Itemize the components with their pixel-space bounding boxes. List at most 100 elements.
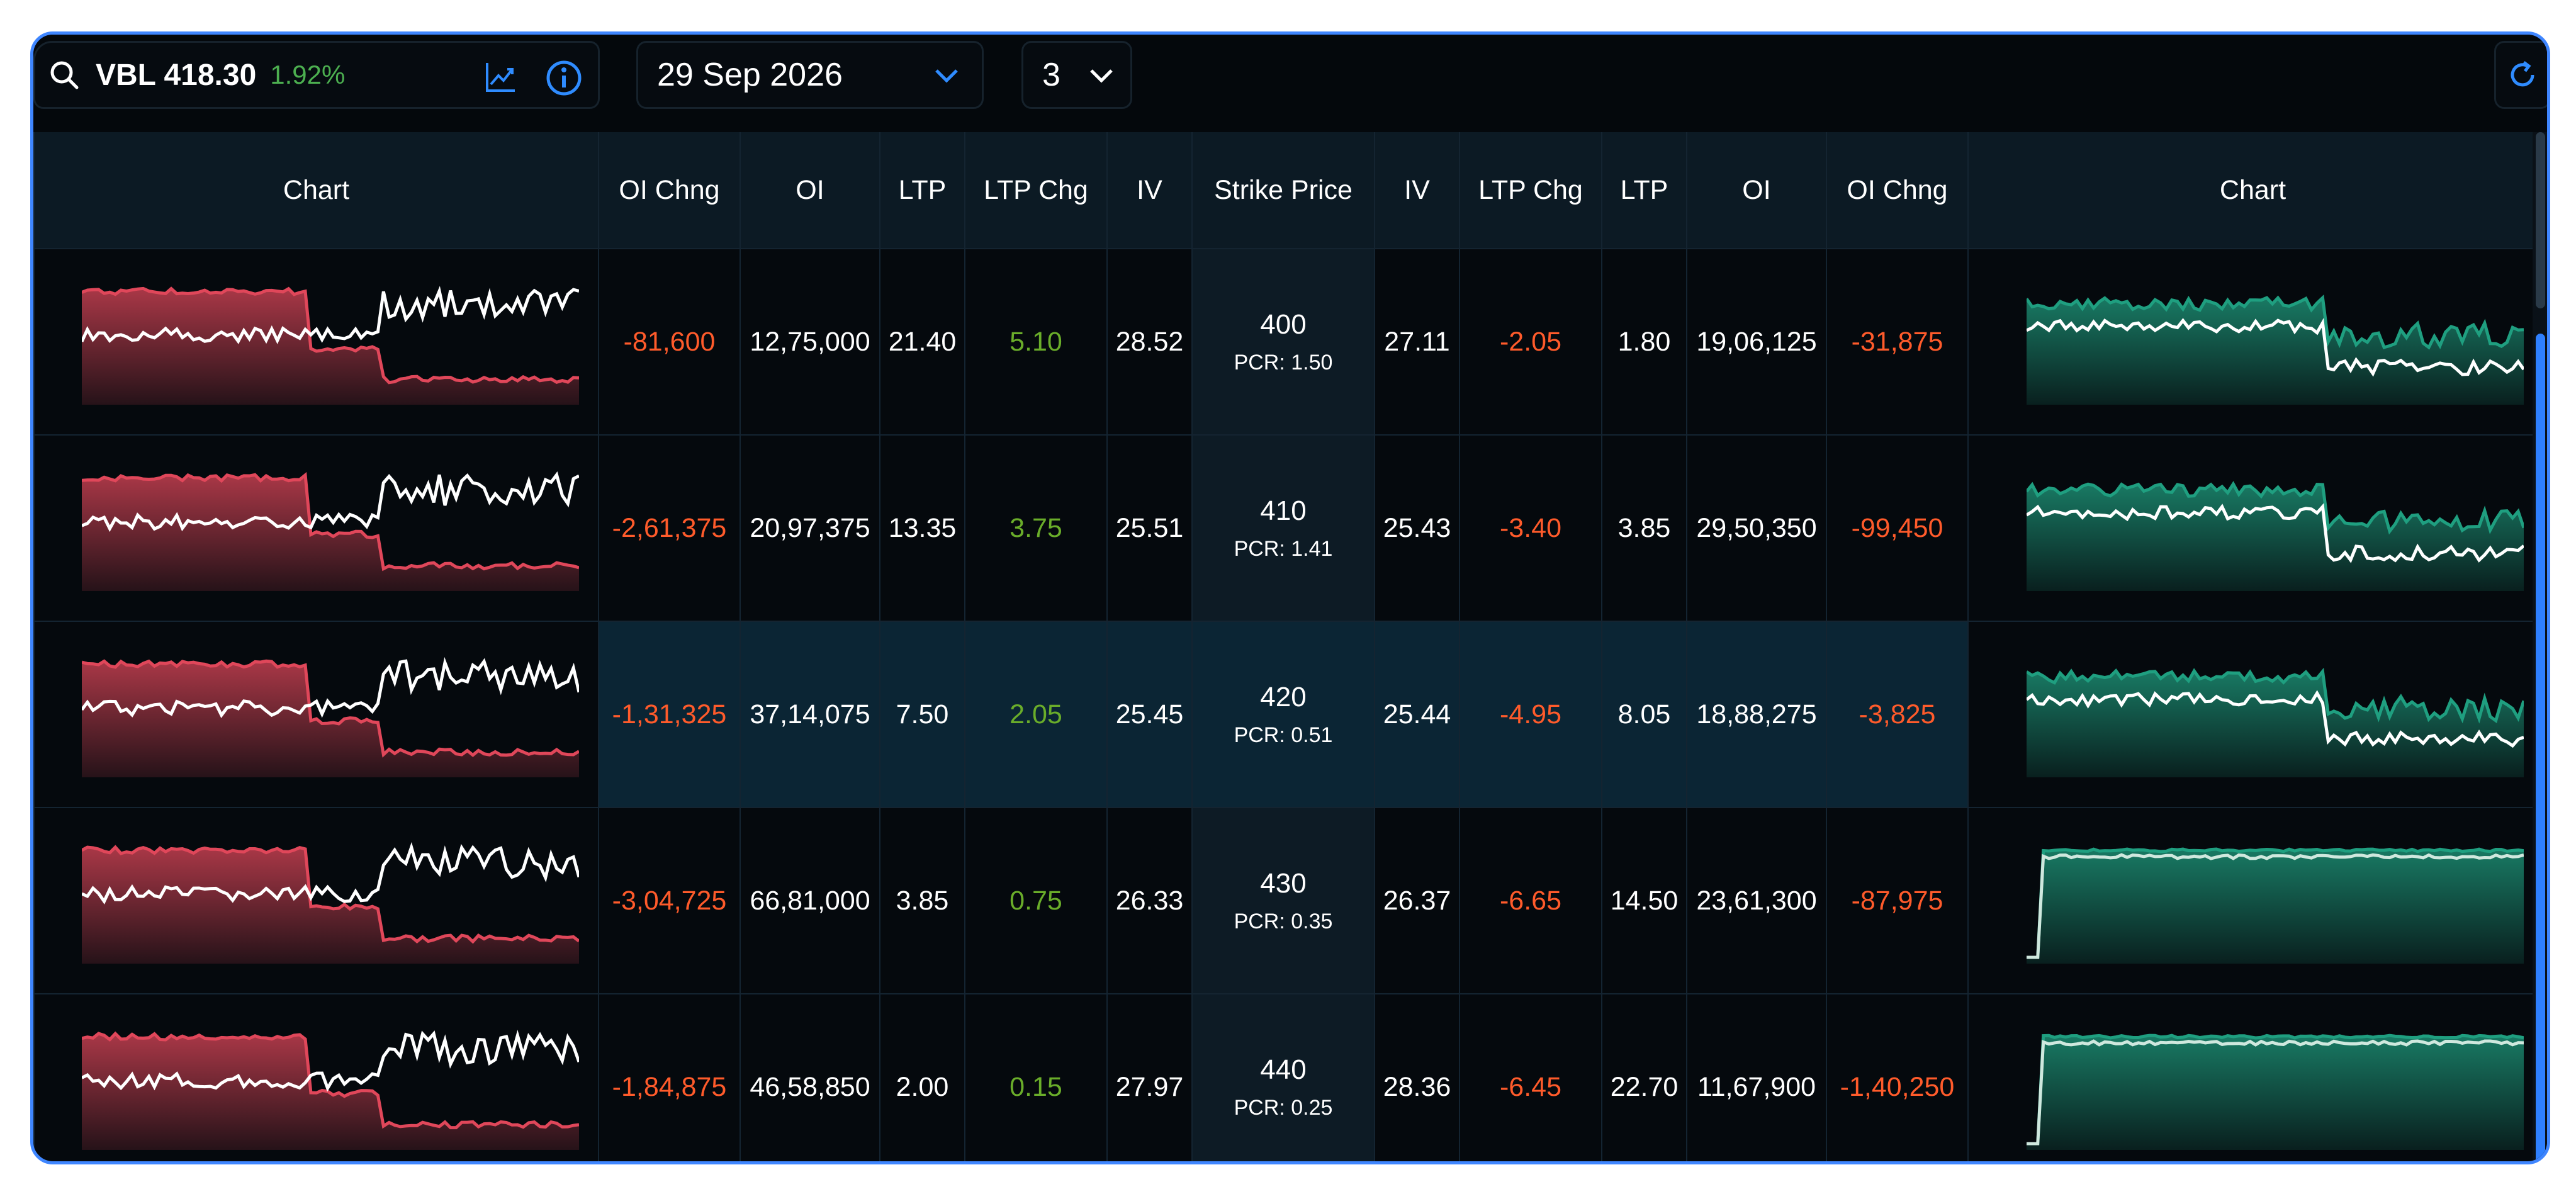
trend-chart-icon[interactable] [483,59,519,94]
col-header-put-iv: IV [1374,132,1460,249]
call-oi-sparkline [82,842,579,964]
scrollbar-track-top [2536,132,2545,308]
put-chart-cell [1967,434,2537,621]
put-chart-cell [1967,993,2537,1161]
symbol-price: VBL 418.30 [96,58,257,92]
call-oi-chng: -1,84,875 [598,993,740,1161]
put-oi-sparkline [2027,667,2524,777]
put-oi-chng: -1,40,250 [1826,993,1968,1161]
sparkline-area [82,847,579,964]
put-chart-cell [1967,807,2537,994]
call-oi-sparkline [82,286,579,405]
call-oi-sparkline [82,471,579,591]
symbol-change-percent: 1.92% [270,60,346,89]
sparkline-area [82,661,579,777]
put-oi: 18,88,275 [1686,621,1826,808]
put-oi-chng: -99,450 [1826,434,1968,621]
call-oi-chng: -81,600 [598,248,740,435]
call-ltp: 13.35 [879,434,965,621]
chevron-down-icon [1090,69,1113,83]
expiry-date-select[interactable]: 29 Sep 2026 [636,41,984,109]
refresh-button[interactable] [2494,41,2547,109]
col-header-put-oi-chng: OI Chng [1826,132,1968,249]
call-oi: 37,14,075 [740,621,880,808]
put-oi: 23,61,300 [1686,807,1826,994]
sparkline-oi-line [2027,481,2524,535]
pcr-value: PCR: 0.51 [1234,723,1333,747]
sparkline-oi-line [82,1031,579,1130]
sparkline-price-line [82,842,579,905]
call-oi-chng: -3,04,725 [598,807,740,994]
call-ltp: 2.00 [879,993,965,1161]
sparkline-oi-line [82,845,579,944]
call-ltp-chg: 0.15 [964,993,1107,1161]
table-row[interactable]: -1,31,325 37,14,075 7.50 2.05 25.45 420 PCR: 0… [33,621,2537,808]
search-icon[interactable] [47,57,82,93]
put-oi-sparkline [2027,1033,2524,1150]
call-ltp: 3.85 [879,807,965,994]
col-header-strike: Strike Price [1191,132,1375,249]
call-oi-chng: -2,61,375 [598,434,740,621]
put-oi-chng: -3,825 [1826,621,1968,808]
put-oi-sparkline [2027,481,2524,591]
put-ltp: 8.05 [1601,621,1687,808]
strike-cell: 420 PCR: 0.51 [1191,621,1375,808]
put-ltp-chg: -3.40 [1459,434,1602,621]
info-icon[interactable] [545,59,583,97]
put-oi-sparkline [2027,294,2524,405]
sparkline-area [2027,849,2524,964]
put-oi-chng: -31,875 [1826,248,1968,435]
col-header-chart-put: Chart [1967,132,2537,249]
sparkline-price-line [2027,1039,2524,1146]
symbol-search-box[interactable]: VBL 418.30 1.92% [33,41,600,109]
call-iv: 26.33 [1106,807,1192,994]
scrollbar-thumb[interactable] [2536,334,2545,1161]
sparkline-price-line [2027,318,2524,377]
refresh-icon [2511,61,2534,87]
vertical-scrollbar[interactable] [2533,132,2547,1161]
col-header-call-ltp-chg: LTP Chg [964,132,1107,249]
sparkline-oi-line [2027,1033,2524,1146]
sparkline-price-line [2027,690,2524,748]
pcr-value: PCR: 0.35 [1234,909,1333,933]
call-chart-cell [33,434,599,621]
sparkline-price-line [82,471,579,532]
strike-count-select[interactable]: 3 [1021,41,1132,109]
table-row[interactable]: -2,61,375 20,97,375 13.35 3.75 25.51 410 PCR: … [33,434,2537,621]
put-ltp-chg: -6.45 [1459,993,1602,1161]
call-oi: 20,97,375 [740,434,880,621]
col-header-call-oi: OI [740,132,880,249]
call-iv: 25.45 [1106,621,1192,808]
sparkline-oi-line [2027,667,2524,724]
call-ltp: 21.40 [879,248,965,435]
sparkline-price-line [2027,853,2524,959]
put-ltp: 22.70 [1601,993,1687,1161]
sparkline-area [2027,670,2524,777]
put-oi-sparkline [2027,847,2524,964]
strike-cell: 410 PCR: 1.41 [1191,434,1375,621]
col-header-put-ltp: LTP [1601,132,1687,249]
col-header-put-ltp-chg: LTP Chg [1459,132,1602,249]
call-oi-sparkline [82,656,579,777]
call-ltp-chg: 0.75 [964,807,1107,994]
col-header-put-oi: OI [1686,132,1826,249]
call-chart-cell [33,807,599,994]
call-iv: 27.97 [1106,993,1192,1161]
put-ltp-chg: -6.65 [1459,807,1602,994]
table-row[interactable]: -81,600 12,75,000 21.40 5.10 28.52 400 PCR: 1.… [33,248,2537,435]
put-oi-chng: -87,975 [1826,807,1968,994]
table-row[interactable]: -1,84,875 46,58,850 2.00 0.15 27.97 440 PCR: 0… [33,993,2537,1161]
sparkline-area [82,288,579,405]
sparkline-area [82,475,579,591]
put-ltp: 3.85 [1601,434,1687,621]
pcr-value: PCR: 0.25 [1234,1095,1333,1120]
call-oi: 12,75,000 [740,248,880,435]
sparkline-area [2027,484,2524,591]
table-row[interactable]: -3,04,725 66,81,000 3.85 0.75 26.33 430 PCR: 0… [33,807,2537,994]
call-chart-cell [33,621,599,808]
sparkline-area [2027,298,2524,405]
col-header-chart-call: Chart [33,132,599,249]
call-ltp: 7.50 [879,621,965,808]
put-ltp-chg: -4.95 [1459,621,1602,808]
call-chart-cell [33,248,599,435]
